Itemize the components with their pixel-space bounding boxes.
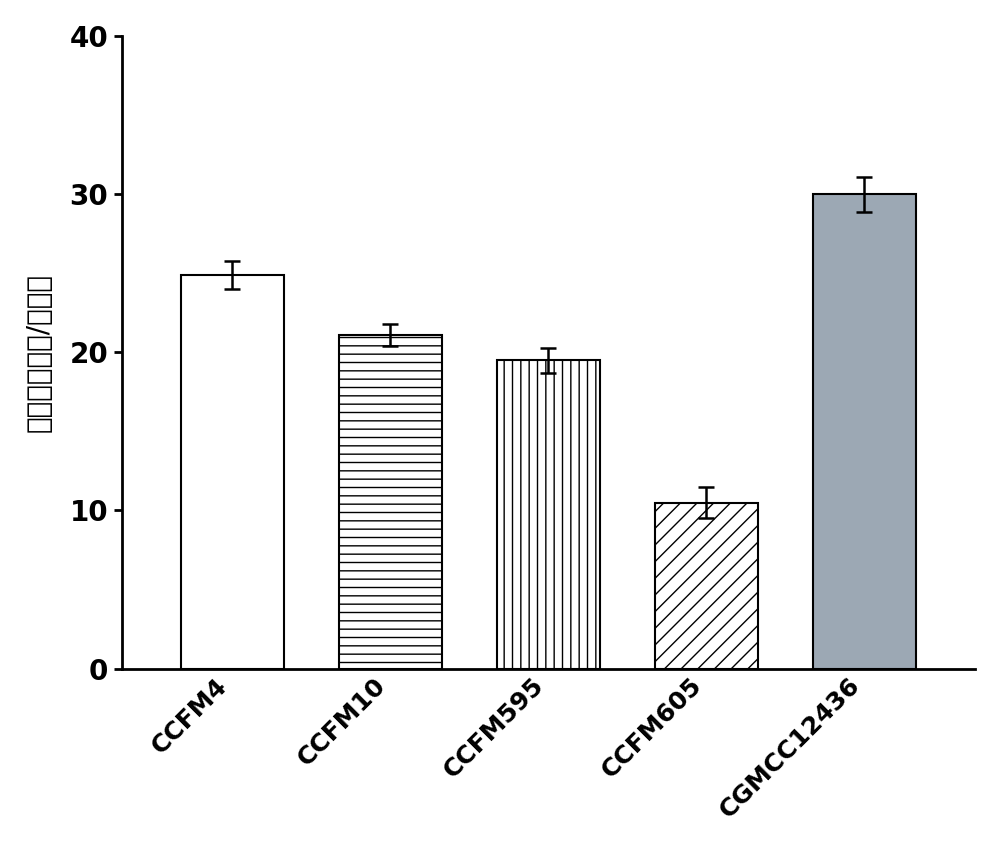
Bar — [181, 275, 284, 668]
Bar — [339, 335, 442, 668]
Y-axis label: 粠附菌数（个/细胞）: 粠附菌数（个/细胞） — [25, 273, 53, 432]
Bar — [813, 194, 916, 668]
Bar — [497, 360, 600, 668]
Bar — [655, 503, 758, 668]
